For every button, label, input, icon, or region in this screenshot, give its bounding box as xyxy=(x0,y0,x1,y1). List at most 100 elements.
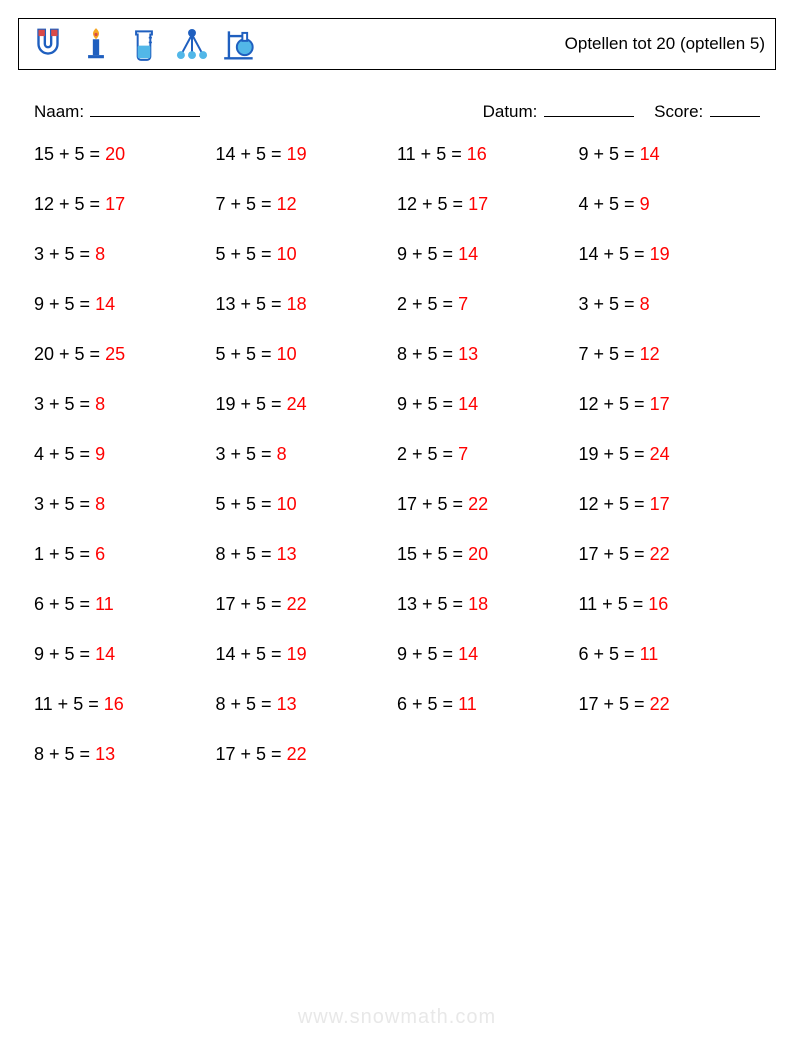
problem-cell: 13 + 5 = 18 xyxy=(397,594,579,615)
problem-cell: 14 + 5 = 19 xyxy=(579,244,761,265)
problem-expression: 17 + 5 = xyxy=(216,744,287,764)
watermark: www.snowmath.com xyxy=(0,1006,794,1029)
problem-expression: 8 + 5 = xyxy=(216,544,277,564)
name-field: Naam: xyxy=(18,98,483,122)
problem-answer: 16 xyxy=(467,144,487,164)
problem-cell: 11 + 5 = 16 xyxy=(34,694,216,715)
problem-answer: 17 xyxy=(650,394,670,414)
problem-cell: 19 + 5 = 24 xyxy=(216,394,398,415)
problem-answer: 19 xyxy=(287,144,307,164)
header-box: Optellen tot 20 (optellen 5) xyxy=(18,18,776,70)
problem-expression: 15 + 5 = xyxy=(397,544,468,564)
problem-answer: 22 xyxy=(287,594,307,614)
problem-answer: 11 xyxy=(95,594,114,614)
problem-answer: 10 xyxy=(277,344,297,364)
problem-cell: 5 + 5 = 10 xyxy=(216,494,398,515)
problem-cell: 3 + 5 = 8 xyxy=(34,494,216,515)
problem-answer: 12 xyxy=(640,344,660,364)
problem-answer: 13 xyxy=(277,694,297,714)
problem-cell: 15 + 5 = 20 xyxy=(397,544,579,565)
problem-answer: 18 xyxy=(468,594,488,614)
problem-answer: 19 xyxy=(287,644,307,664)
problem-answer: 24 xyxy=(287,394,307,414)
problem-expression: 17 + 5 = xyxy=(579,544,650,564)
problem-cell: 9 + 5 = 14 xyxy=(34,644,216,665)
problem-answer: 19 xyxy=(650,244,670,264)
problem-answer: 8 xyxy=(95,494,105,514)
name-underline xyxy=(90,98,200,117)
problem-cell: 7 + 5 = 12 xyxy=(579,344,761,365)
problem-answer: 22 xyxy=(287,744,307,764)
problem-expression: 14 + 5 = xyxy=(579,244,650,264)
problem-answer: 22 xyxy=(650,544,670,564)
problem-expression: 14 + 5 = xyxy=(216,644,287,664)
problem-cell: 6 + 5 = 11 xyxy=(34,594,216,615)
problem-cell: 6 + 5 = 11 xyxy=(397,694,579,715)
problem-expression: 20 + 5 = xyxy=(34,344,105,364)
problem-expression: 8 + 5 = xyxy=(34,744,95,764)
problem-cell: 9 + 5 = 14 xyxy=(397,244,579,265)
problem-expression: 15 + 5 = xyxy=(34,144,105,164)
problem-expression: 9 + 5 = xyxy=(397,644,458,664)
problem-cell: 12 + 5 = 17 xyxy=(579,494,761,515)
problem-cell: 12 + 5 = 17 xyxy=(34,194,216,215)
problem-answer: 11 xyxy=(640,644,659,664)
problem-expression: 9 + 5 = xyxy=(579,144,640,164)
problem-cell: 2 + 5 = 7 xyxy=(397,294,579,315)
score-label: Score: xyxy=(654,102,703,121)
problem-answer: 13 xyxy=(458,344,478,364)
magnet-icon xyxy=(29,25,67,63)
problem-cell: 15 + 5 = 20 xyxy=(34,144,216,165)
problem-cell: 17 + 5 = 22 xyxy=(579,544,761,565)
problem-answer: 10 xyxy=(277,494,297,514)
problem-cell: 20 + 5 = 25 xyxy=(34,344,216,365)
problem-expression: 11 + 5 = xyxy=(34,694,104,714)
problem-expression: 8 + 5 = xyxy=(216,694,277,714)
problem-cell: 9 + 5 = 14 xyxy=(397,644,579,665)
problem-cell: 2 + 5 = 7 xyxy=(397,444,579,465)
problem-answer: 14 xyxy=(458,644,478,664)
problem-cell: 7 + 5 = 12 xyxy=(216,194,398,215)
problem-expression: 8 + 5 = xyxy=(397,344,458,364)
problem-answer: 16 xyxy=(104,694,124,714)
problem-answer: 6 xyxy=(95,544,105,564)
problem-answer: 14 xyxy=(95,644,115,664)
problem-expression: 17 + 5 = xyxy=(579,694,650,714)
problem-answer: 22 xyxy=(468,494,488,514)
score-field: Score: xyxy=(654,98,760,122)
problem-cell: 6 + 5 = 11 xyxy=(579,644,761,665)
worksheet-title: Optellen tot 20 (optellen 5) xyxy=(565,34,765,54)
problem-answer: 14 xyxy=(458,394,478,414)
problem-cell: 9 + 5 = 14 xyxy=(34,294,216,315)
problem-expression: 17 + 5 = xyxy=(216,594,287,614)
problem-answer: 14 xyxy=(458,244,478,264)
problem-cell: 17 + 5 = 22 xyxy=(397,494,579,515)
problem-cell: 8 + 5 = 13 xyxy=(397,344,579,365)
problem-expression: 13 + 5 = xyxy=(397,594,468,614)
problem-expression: 17 + 5 = xyxy=(397,494,468,514)
problem-expression: 6 + 5 = xyxy=(34,594,95,614)
problem-expression: 7 + 5 = xyxy=(579,344,640,364)
problem-expression: 9 + 5 = xyxy=(397,394,458,414)
problem-cell: 12 + 5 = 17 xyxy=(397,194,579,215)
problem-expression: 12 + 5 = xyxy=(579,394,650,414)
problem-cell: 12 + 5 = 17 xyxy=(579,394,761,415)
meta-row: Naam: Datum: Score: xyxy=(18,98,776,122)
problem-answer: 8 xyxy=(95,394,105,414)
problem-cell: 11 + 5 = 16 xyxy=(397,144,579,165)
molecule-icon xyxy=(173,25,211,63)
problem-cell: 19 + 5 = 24 xyxy=(579,444,761,465)
problem-answer: 7 xyxy=(458,444,468,464)
date-field: Datum: xyxy=(483,98,635,122)
problem-cell: 9 + 5 = 14 xyxy=(579,144,761,165)
problem-cell: 3 + 5 = 8 xyxy=(34,244,216,265)
date-underline xyxy=(544,98,634,117)
problem-answer: 8 xyxy=(95,244,105,264)
problem-expression: 19 + 5 = xyxy=(579,444,650,464)
problem-expression: 2 + 5 = xyxy=(397,444,458,464)
problem-expression: 14 + 5 = xyxy=(216,144,287,164)
problem-expression: 1 + 5 = xyxy=(34,544,95,564)
problem-expression: 12 + 5 = xyxy=(34,194,105,214)
problem-cell: 3 + 5 = 8 xyxy=(579,294,761,315)
problem-cell: 3 + 5 = 8 xyxy=(34,394,216,415)
